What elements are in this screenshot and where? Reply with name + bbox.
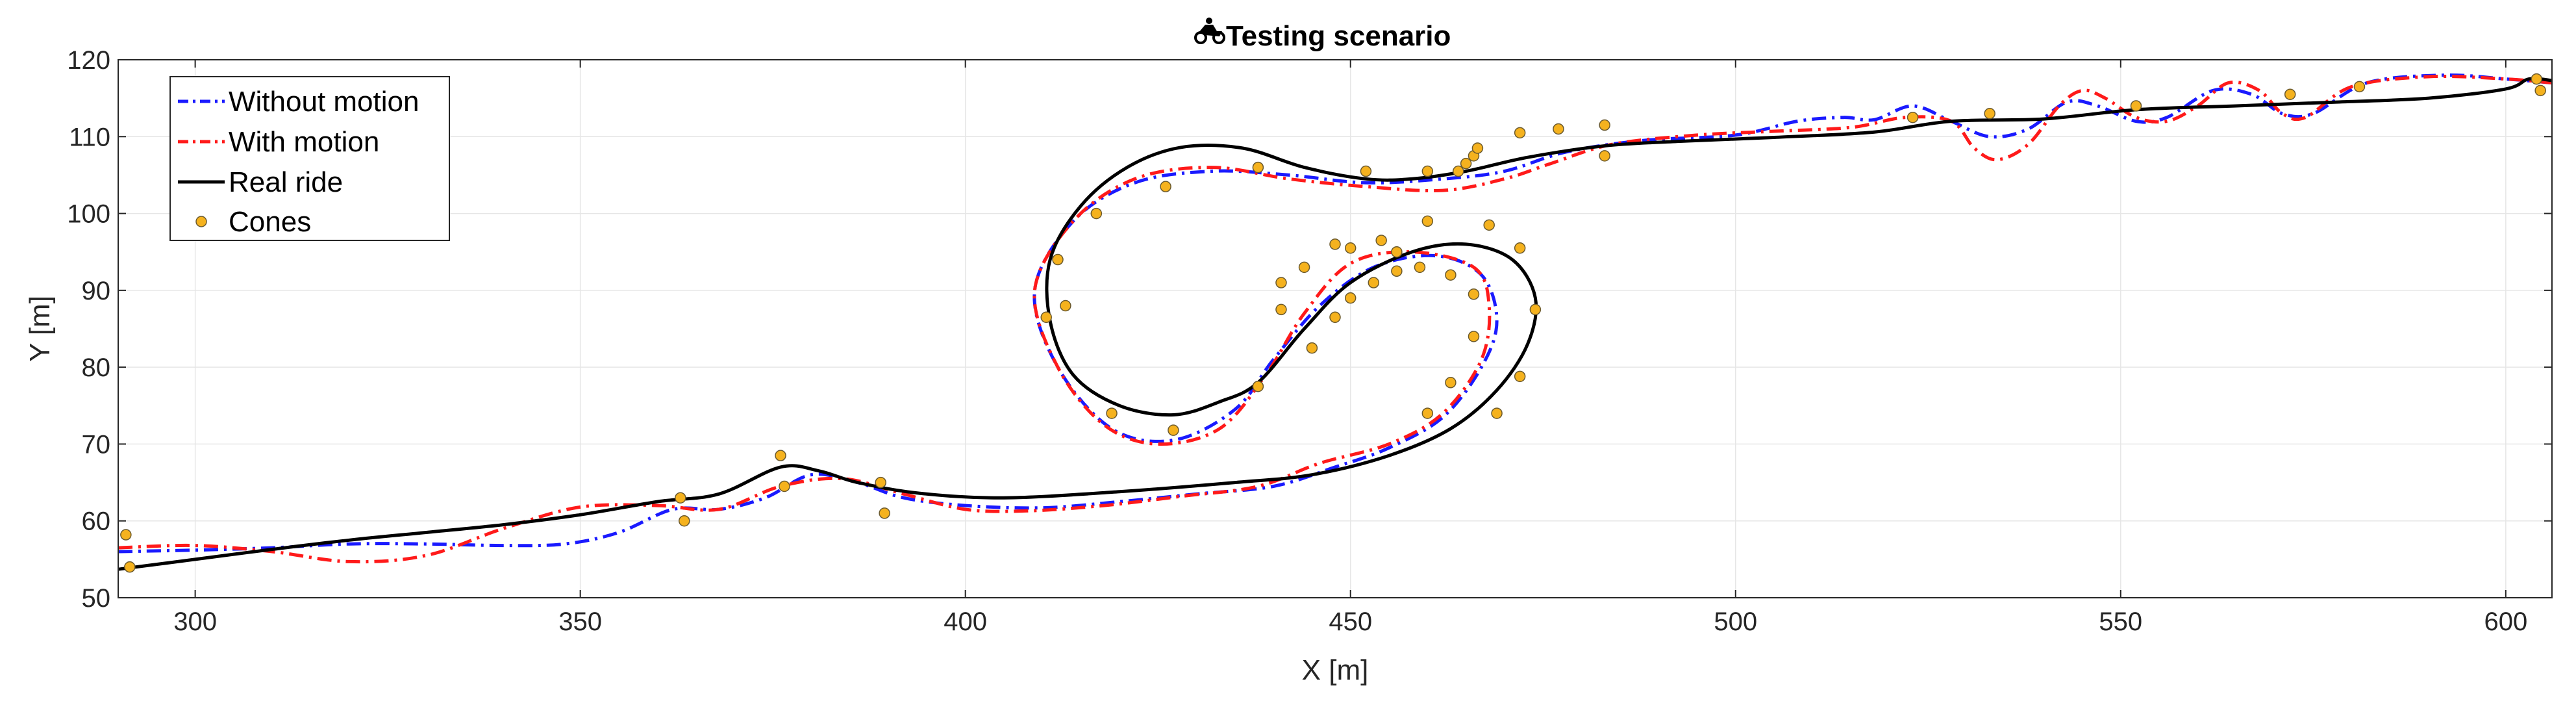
- cone-point: [1599, 119, 1610, 131]
- cone-point: [1453, 165, 1464, 177]
- cone-point: [1160, 181, 1171, 192]
- cone-point: [1040, 311, 1052, 324]
- cone-point: [2531, 73, 2543, 85]
- cone-point: [679, 515, 690, 527]
- cone-point: [1468, 331, 1480, 342]
- y-tick-label: 70: [82, 430, 111, 459]
- cone-point: [1491, 407, 1503, 419]
- legend-label-with-motion: With motion: [229, 126, 379, 158]
- legend: Without motion With motion Real ride Con…: [169, 76, 450, 241]
- y-tick-label: 60: [82, 507, 111, 536]
- x-tick-label: 450: [1329, 607, 1372, 636]
- legend-entry-real-ride: Real ride: [178, 166, 343, 198]
- x-axis-label: X [m]: [1302, 654, 1369, 686]
- cone-point: [1306, 342, 1318, 354]
- legend-box: [169, 76, 450, 241]
- x-tick-label: 550: [2099, 607, 2142, 636]
- cone-point: [675, 492, 686, 504]
- axes-box: [118, 59, 2553, 598]
- legend-entry-cones: Cones: [195, 206, 311, 238]
- cone-point: [2284, 88, 2296, 100]
- cone-point: [2130, 100, 2142, 112]
- x-tick-label: 500: [1714, 607, 1757, 636]
- cone-point: [1984, 108, 1995, 120]
- cone-point: [1090, 207, 1103, 220]
- cone-point: [1483, 219, 1495, 231]
- cone-point: [2534, 84, 2546, 97]
- cone-point: [779, 480, 790, 492]
- y-tick-label: 110: [69, 123, 110, 151]
- cone-point: [1106, 407, 1118, 419]
- cone-point: [1368, 277, 1380, 288]
- legend-entry-without-motion: Without motion: [178, 86, 419, 118]
- series-layer: [118, 73, 2553, 573]
- cone-point: [1360, 165, 1372, 177]
- y-tick-label: 50: [82, 584, 111, 613]
- cone-point: [1514, 242, 1526, 254]
- cone-point: [1468, 288, 1480, 300]
- x-tick-label: 350: [558, 607, 602, 636]
- cone-point: [1514, 370, 1526, 383]
- cone-point: [124, 561, 136, 573]
- cone-point: [1329, 311, 1341, 324]
- cone-point: [1298, 261, 1310, 274]
- cone-point: [120, 529, 132, 541]
- cone-point: [1060, 300, 1071, 312]
- cone-point: [1375, 235, 1387, 246]
- cone-point: [1168, 424, 1179, 436]
- cone-point: [1252, 161, 1264, 173]
- x-axis-ticks: 300 350 400 450 500 550 600: [173, 60, 2527, 636]
- cone-point: [1391, 265, 1403, 277]
- cone-point: [1445, 269, 1457, 281]
- cone-point: [775, 450, 786, 461]
- cone-point: [1052, 253, 1064, 266]
- motorbike-icon: [1194, 18, 1225, 44]
- cone-point: [2353, 81, 2366, 93]
- series-with-motion-line: [118, 74, 2553, 564]
- legend-label-without-motion: Without motion: [229, 86, 419, 118]
- y-tick-label: 90: [82, 277, 111, 305]
- cone-point: [1252, 380, 1264, 392]
- series-cones: [120, 73, 2546, 573]
- cone-point: [1460, 157, 1472, 170]
- cone-point: [1907, 111, 1919, 123]
- cone-point: [1414, 261, 1426, 274]
- cone-point: [879, 507, 890, 519]
- cone-point: [1275, 277, 1287, 288]
- x-tick-label: 600: [2484, 607, 2527, 636]
- y-tick-label: 100: [67, 200, 110, 229]
- cone-point: [1514, 127, 1526, 139]
- legend-entry-with-motion: With motion: [178, 126, 379, 158]
- legend-label-cones: Cones: [229, 206, 311, 238]
- x-tick-label: 300: [173, 607, 217, 636]
- cone-point: [1344, 292, 1357, 304]
- cone-point: [1329, 238, 1341, 250]
- y-axis-label: Y [m]: [24, 296, 56, 362]
- y-tick-label: 80: [82, 353, 111, 382]
- cone-point: [1599, 150, 1610, 162]
- cone-point: [1421, 215, 1434, 227]
- legend-swatch-cones: [195, 216, 207, 227]
- cone-point: [1421, 407, 1434, 419]
- cone-point: [1471, 142, 1484, 154]
- y-axis-ticks: 50 60 70 80 90 100 110 120: [67, 46, 2552, 613]
- plot-area: [118, 60, 2552, 598]
- series-real-ride-line: [118, 77, 2553, 571]
- cone-point: [1529, 303, 1542, 316]
- cone-point: [1391, 246, 1403, 258]
- x-tick-label: 400: [944, 607, 987, 636]
- cone-point: [1275, 303, 1287, 316]
- cone-point: [1445, 377, 1457, 389]
- legend-label-real-ride: Real ride: [229, 166, 343, 198]
- chart-title-text: Testing scenario: [1226, 20, 1451, 52]
- cone-point: [875, 476, 886, 489]
- cone-point: [1344, 242, 1357, 254]
- cone-point: [1421, 165, 1434, 177]
- y-tick-label: 120: [67, 46, 110, 75]
- chart-title: Testing scenario: [1194, 18, 1451, 52]
- cone-point: [1553, 123, 1564, 135]
